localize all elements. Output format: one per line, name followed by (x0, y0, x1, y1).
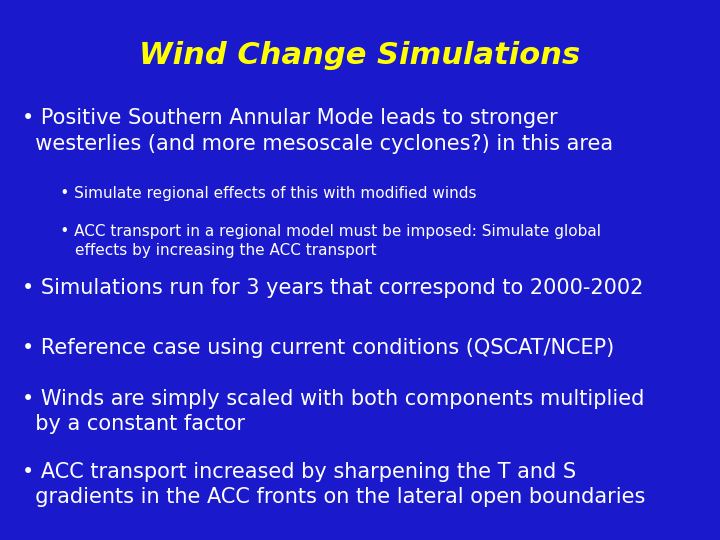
Text: • ACC transport increased by sharpening the T and S
  gradients in the ACC front: • ACC transport increased by sharpening … (22, 462, 645, 507)
Text: • Reference case using current conditions (QSCAT/NCEP): • Reference case using current condition… (22, 338, 614, 357)
Text: • Simulate regional effects of this with modified winds: • Simulate regional effects of this with… (36, 186, 477, 201)
Text: • Winds are simply scaled with both components multiplied
  by a constant factor: • Winds are simply scaled with both comp… (22, 389, 644, 434)
Text: • Simulations run for 3 years that correspond to 2000-2002: • Simulations run for 3 years that corre… (22, 278, 643, 298)
Text: • Positive Southern Annular Mode leads to stronger
  westerlies (and more mesosc: • Positive Southern Annular Mode leads t… (22, 108, 613, 153)
Text: • ACC transport in a regional model must be imposed: Simulate global
        eff: • ACC transport in a regional model must… (36, 224, 601, 258)
Text: Wind Change Simulations: Wind Change Simulations (140, 40, 580, 70)
